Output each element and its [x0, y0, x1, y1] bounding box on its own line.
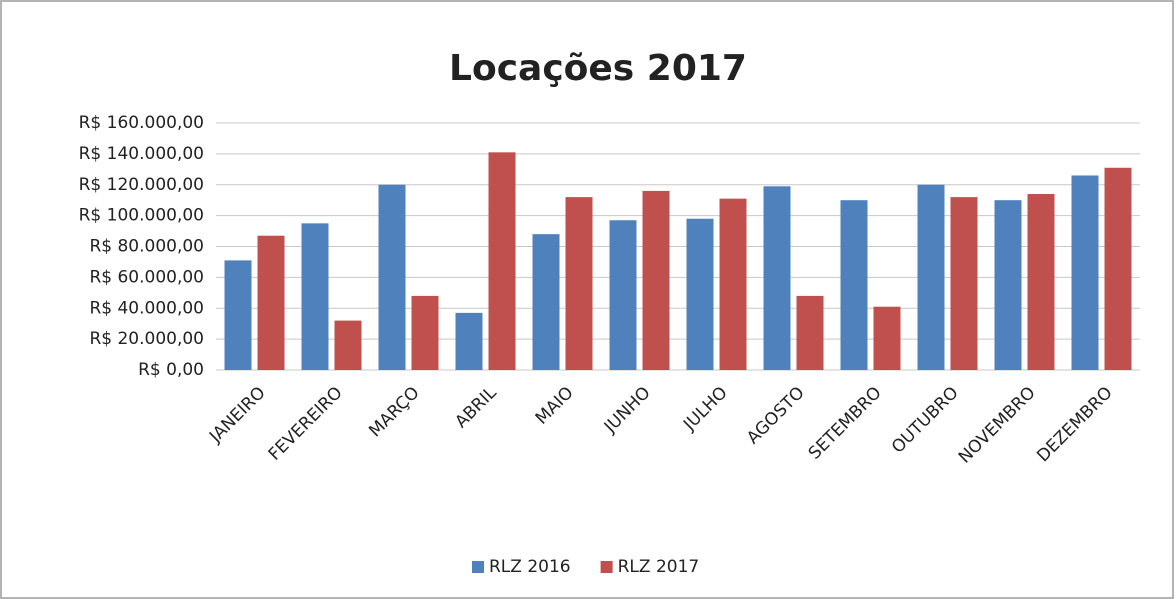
legend-swatch: [600, 561, 613, 573]
bar: [917, 184, 945, 370]
bar: [455, 312, 483, 370]
legend-label: RLZ 2017: [618, 557, 700, 577]
bar: [840, 200, 868, 370]
bar: [609, 220, 637, 370]
y-tick-label: R$ 80.000,00: [89, 237, 204, 257]
bar: [1071, 175, 1099, 370]
bar: [1027, 194, 1055, 370]
bar: [642, 190, 670, 370]
y-tick-label: R$ 40.000,00: [89, 298, 204, 318]
y-tick-label: R$ 140.000,00: [79, 144, 204, 164]
bar: [532, 234, 560, 370]
chart-title: Locações 2017: [449, 48, 747, 89]
bar: [994, 200, 1022, 370]
bar: [1104, 167, 1132, 370]
legend-swatch: [472, 561, 484, 573]
legend-label: RLZ 2016: [489, 557, 571, 577]
bar: [796, 295, 824, 370]
bar: [301, 223, 329, 370]
bar: [873, 306, 901, 370]
bar: [565, 197, 593, 370]
bar: [686, 218, 714, 370]
bar: [378, 184, 406, 370]
y-tick-label: R$ 0,00: [138, 360, 204, 380]
bar: [488, 152, 516, 370]
y-tick-label: R$ 100.000,00: [79, 206, 204, 226]
y-tick-label: R$ 20.000,00: [89, 329, 204, 349]
y-tick-label: R$ 120.000,00: [79, 175, 204, 195]
bar: [950, 197, 978, 370]
bar: [257, 235, 285, 370]
y-tick-label: R$ 60.000,00: [89, 267, 204, 287]
bar: [224, 260, 252, 370]
bar: [719, 198, 747, 370]
y-tick-label: R$ 160.000,00: [79, 113, 204, 133]
bar: [411, 295, 439, 370]
bar: [763, 186, 791, 370]
bar: [334, 320, 362, 370]
